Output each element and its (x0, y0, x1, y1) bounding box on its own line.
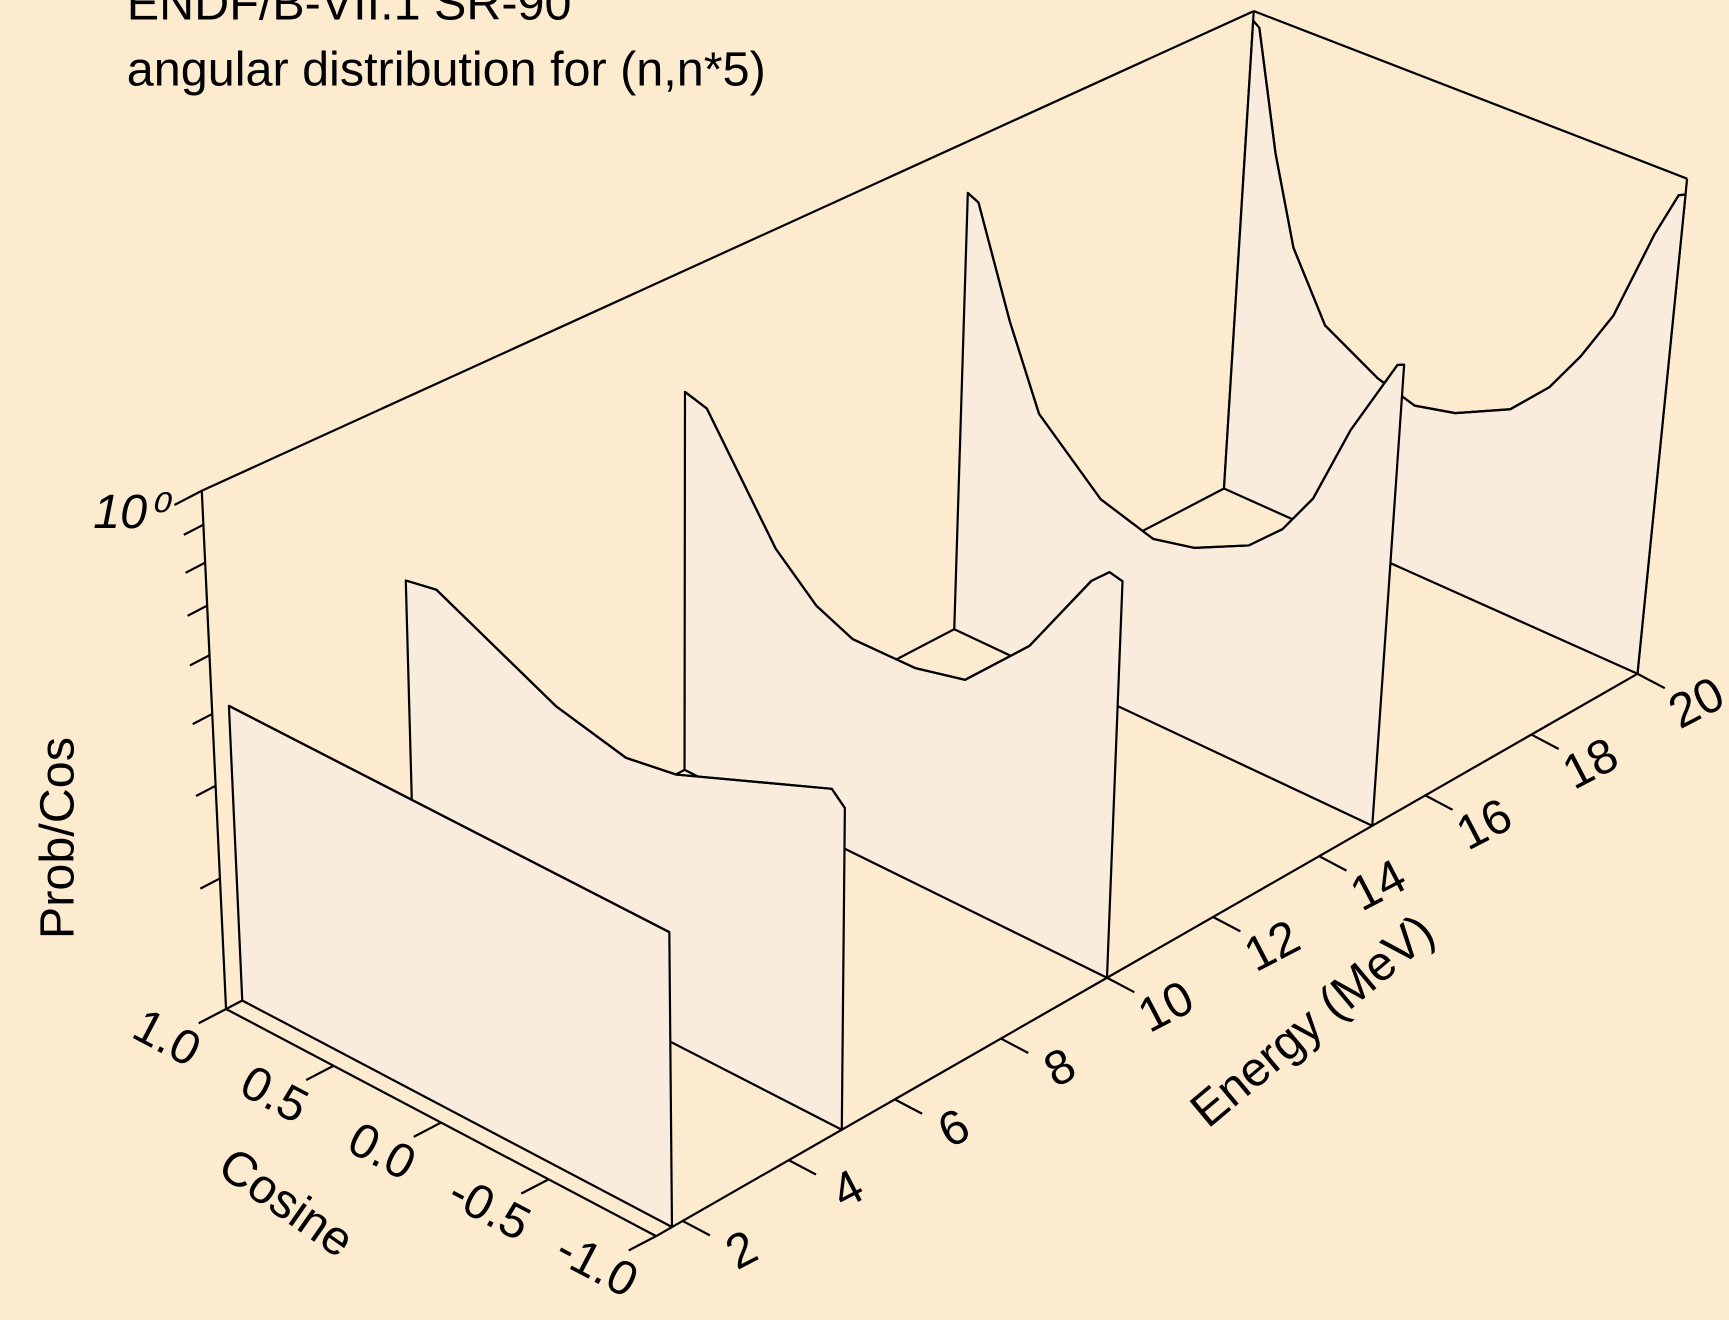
y-tick (1424, 794, 1454, 811)
z-axis-line (200, 490, 228, 1010)
x-tick (198, 1008, 227, 1025)
z-tick (173, 489, 203, 506)
z-minor-tick (185, 561, 206, 574)
z-tick-label: 10⁰ (93, 485, 173, 539)
z-minor-tick (189, 654, 210, 667)
box-edge (201, 10, 1255, 492)
box-edge (1253, 10, 1688, 180)
y-tick (788, 1159, 817, 1176)
distribution-curve (228, 704, 670, 934)
z-minor-tick (192, 712, 213, 726)
x-tick (520, 1178, 550, 1195)
chart-subtitle: angular distribution for (n,n*5) (127, 43, 766, 97)
distribution-curve (967, 192, 1405, 549)
z-minor-tick (183, 523, 204, 536)
y-tick (682, 1219, 711, 1237)
z-axis-title: Prob/Cos (30, 737, 84, 939)
chart-title: ENDF/B-VII.1 SR-90 (127, 0, 572, 30)
distribution-curve (1252, 19, 1686, 415)
z-minor-tick (187, 604, 208, 617)
y-tick (1636, 672, 1666, 690)
z-minor-tick (199, 877, 221, 890)
distribution-curve (684, 390, 1124, 681)
y-tick (894, 1098, 923, 1115)
y-axis-line (655, 672, 1639, 1238)
x-axis-line (225, 1008, 657, 1238)
y-tick (1106, 976, 1135, 994)
y-tick (1212, 915, 1241, 933)
distribution-curve (405, 579, 846, 809)
x-tick (413, 1121, 442, 1138)
x-tick (305, 1064, 335, 1082)
y-tick (1318, 855, 1348, 872)
y-tick (1530, 733, 1560, 750)
x-tick (628, 1235, 657, 1252)
y-tick (1000, 1037, 1029, 1054)
z-minor-tick (195, 784, 217, 797)
